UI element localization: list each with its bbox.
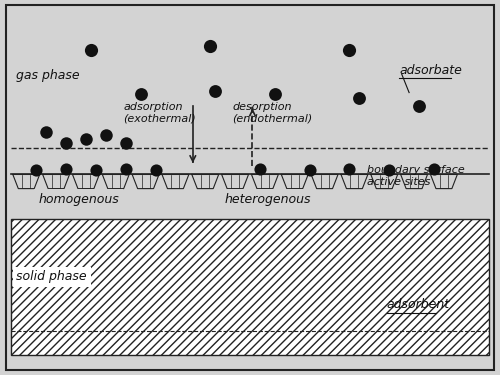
Point bbox=[206, 43, 214, 49]
Text: homogenous: homogenous bbox=[38, 193, 119, 206]
Point bbox=[430, 166, 438, 172]
Text: (exothermal): (exothermal) bbox=[123, 114, 196, 124]
Text: adsorbate: adsorbate bbox=[399, 64, 462, 77]
Point bbox=[256, 166, 264, 172]
Point bbox=[211, 88, 219, 94]
Point bbox=[152, 166, 160, 172]
Point bbox=[62, 166, 70, 172]
Text: solid phase: solid phase bbox=[16, 270, 87, 284]
Point bbox=[346, 47, 354, 53]
Point bbox=[271, 92, 279, 98]
Point bbox=[42, 129, 50, 135]
Text: boundary surface: boundary surface bbox=[367, 165, 464, 175]
Point bbox=[102, 132, 110, 138]
Point bbox=[32, 166, 40, 172]
Point bbox=[122, 140, 130, 146]
Text: adsorption: adsorption bbox=[123, 102, 182, 112]
Text: heterogenous: heterogenous bbox=[224, 193, 310, 206]
Point bbox=[306, 166, 314, 172]
Text: gas phase: gas phase bbox=[16, 69, 80, 82]
Point bbox=[415, 103, 423, 109]
Point bbox=[385, 166, 393, 172]
Point bbox=[356, 95, 364, 101]
Text: desorption: desorption bbox=[232, 102, 292, 112]
Text: adsorbent: adsorbent bbox=[386, 298, 450, 311]
Point bbox=[82, 136, 90, 142]
Bar bbox=[12, 219, 488, 355]
Point bbox=[136, 92, 144, 98]
Point bbox=[122, 166, 130, 172]
Text: active sites: active sites bbox=[367, 177, 430, 187]
Point bbox=[346, 166, 354, 172]
Point bbox=[87, 47, 95, 53]
Point bbox=[92, 166, 100, 172]
Text: (endothermal): (endothermal) bbox=[232, 114, 313, 124]
Point bbox=[62, 140, 70, 146]
